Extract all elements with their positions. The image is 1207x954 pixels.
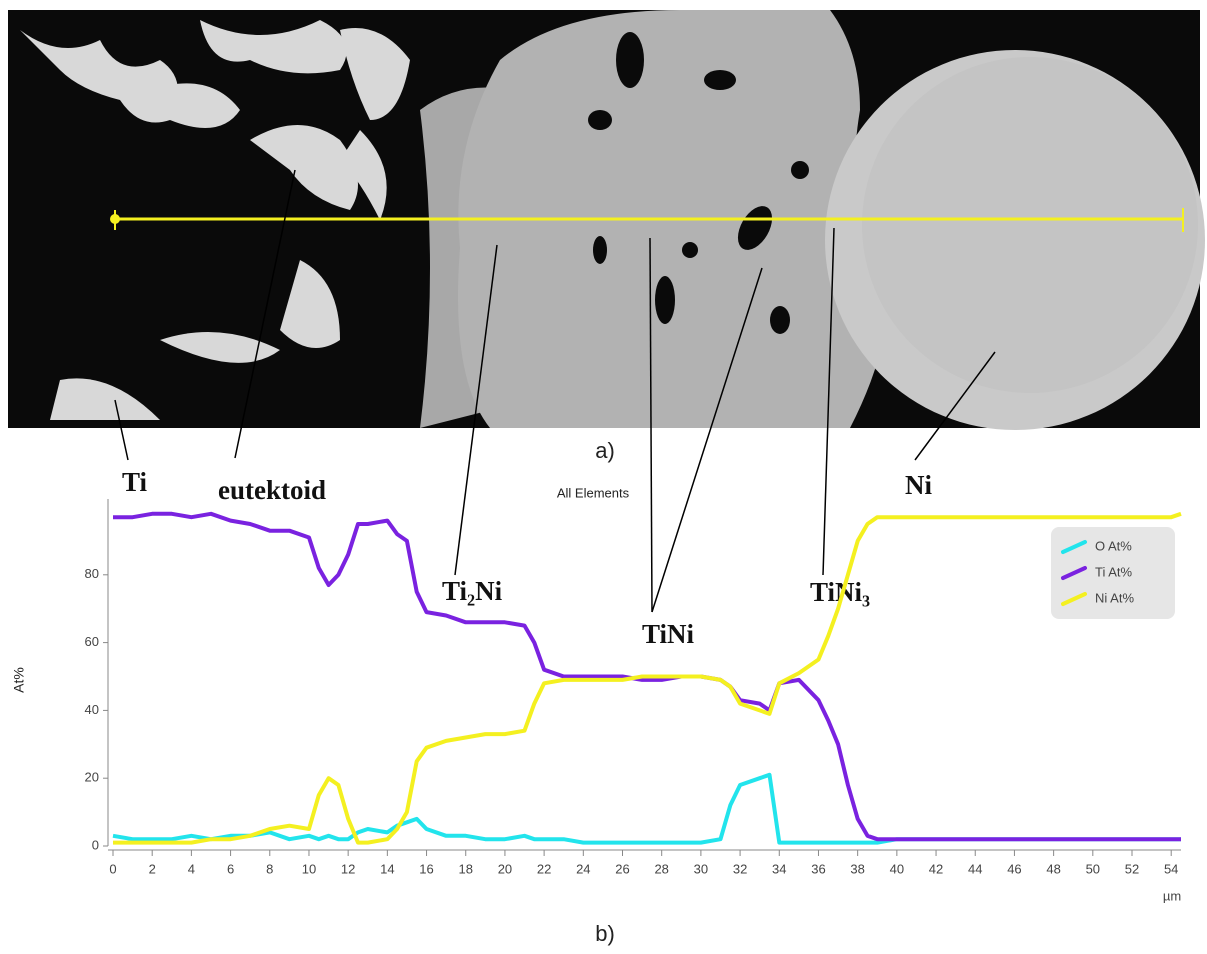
annotation: TiNi bbox=[642, 619, 695, 649]
x-tick-label: 54 bbox=[1164, 861, 1178, 876]
sem-image bbox=[8, 10, 1205, 430]
series-line bbox=[112, 772, 1181, 845]
annotation: eutektoid bbox=[218, 475, 326, 505]
annotation: Ni bbox=[905, 470, 932, 500]
x-tick-label: 48 bbox=[1046, 861, 1060, 876]
x-tick-label: 20 bbox=[498, 861, 512, 876]
legend-swatch bbox=[1061, 540, 1087, 554]
legend-swatch bbox=[1061, 566, 1087, 580]
x-tick-label: 50 bbox=[1086, 861, 1100, 876]
y-axis-label: At% bbox=[11, 667, 27, 693]
y-tick-label: 20 bbox=[85, 770, 99, 785]
x-tick-label: 4 bbox=[188, 861, 195, 876]
x-tick-label: 8 bbox=[266, 861, 273, 876]
x-tick-label: 28 bbox=[654, 861, 668, 876]
x-tick-label: 14 bbox=[380, 861, 394, 876]
annotation: Ti₂Ni bbox=[442, 576, 503, 606]
x-tick-label: 34 bbox=[772, 861, 786, 876]
x-tick-label: 46 bbox=[1007, 861, 1021, 876]
x-tick-label: 42 bbox=[929, 861, 943, 876]
y-tick-label: 0 bbox=[92, 837, 99, 852]
leader-lines bbox=[114, 169, 996, 613]
legend-swatch bbox=[1061, 592, 1087, 606]
y-tick-label: 60 bbox=[85, 634, 99, 649]
panel-label: a) bbox=[595, 438, 615, 463]
x-tick-label: 18 bbox=[458, 861, 472, 876]
x-tick-label: 10 bbox=[302, 861, 316, 876]
x-tick-label: 40 bbox=[890, 861, 904, 876]
x-tick-label: 36 bbox=[811, 861, 825, 876]
legend-label: O At% bbox=[1095, 538, 1132, 553]
x-tick-label: 24 bbox=[576, 861, 590, 876]
x-tick-label: 2 bbox=[149, 861, 156, 876]
x-tick-label: 38 bbox=[850, 861, 864, 876]
series-line bbox=[113, 511, 1182, 845]
x-tick-label: 52 bbox=[1125, 861, 1139, 876]
legend-label: Ni At% bbox=[1095, 590, 1134, 605]
x-tick-label: 44 bbox=[968, 861, 982, 876]
x-tick-label: 6 bbox=[227, 861, 234, 876]
x-tick-label: 12 bbox=[341, 861, 355, 876]
y-tick-label: 80 bbox=[85, 566, 99, 581]
x-tick-label: 32 bbox=[733, 861, 747, 876]
series-line bbox=[113, 511, 1181, 842]
x-axis-label: µm bbox=[1163, 888, 1181, 903]
annotation: Ti bbox=[122, 467, 148, 497]
chart-title: All Elements bbox=[557, 485, 630, 500]
x-tick-label: 26 bbox=[615, 861, 629, 876]
x-tick-label: 0 bbox=[109, 861, 116, 876]
panel-label: b) bbox=[595, 921, 615, 946]
x-tick-label: 30 bbox=[694, 861, 708, 876]
x-tick-label: 16 bbox=[419, 861, 433, 876]
y-tick-label: 40 bbox=[85, 702, 99, 717]
legend-label: Ti At% bbox=[1095, 564, 1133, 579]
x-tick-label: 22 bbox=[537, 861, 551, 876]
